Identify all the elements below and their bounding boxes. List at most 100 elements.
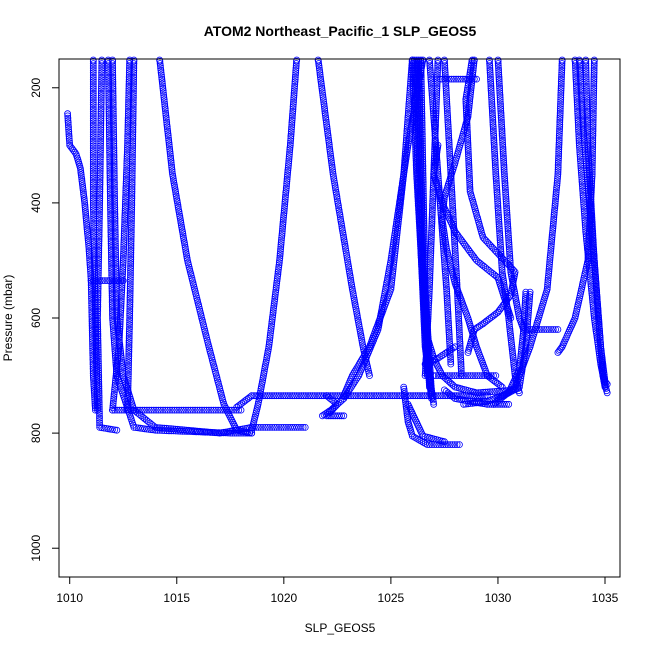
data-point xyxy=(64,117,72,124)
data-point xyxy=(130,85,137,93)
data-point xyxy=(105,62,112,70)
data-point xyxy=(112,258,120,266)
data-point xyxy=(97,128,105,136)
data-point xyxy=(106,156,114,163)
data-point xyxy=(110,149,118,157)
data-point xyxy=(94,271,102,279)
data-point xyxy=(110,124,117,131)
data-point xyxy=(129,144,137,152)
data-point xyxy=(106,188,114,195)
data-point xyxy=(117,295,125,303)
data-point xyxy=(125,334,133,342)
data-point xyxy=(125,357,133,365)
data-point xyxy=(126,303,134,311)
data-point xyxy=(125,361,133,369)
data-point xyxy=(108,253,115,261)
data-point xyxy=(421,392,428,400)
data-point xyxy=(150,406,158,414)
data-point xyxy=(291,78,299,86)
data-point xyxy=(107,242,115,250)
data-point xyxy=(89,160,97,168)
data-point xyxy=(255,423,262,431)
data-point xyxy=(193,427,201,435)
data-point xyxy=(106,146,113,154)
data-point xyxy=(275,259,283,267)
data-point xyxy=(212,406,220,414)
data-point xyxy=(64,112,72,120)
data-point xyxy=(112,262,120,270)
data-point xyxy=(280,211,288,219)
data-point xyxy=(269,309,277,317)
data-point xyxy=(96,165,104,173)
data-point xyxy=(220,428,228,436)
data-point xyxy=(290,89,298,97)
data-point xyxy=(96,210,103,218)
data-point xyxy=(97,94,105,102)
data-point xyxy=(289,105,297,113)
data-point xyxy=(128,192,136,200)
data-point xyxy=(354,392,362,400)
data-point xyxy=(112,255,120,263)
data-point xyxy=(141,406,149,414)
data-point xyxy=(265,338,273,346)
data-point xyxy=(130,67,138,74)
data-point xyxy=(86,263,94,271)
data-point xyxy=(343,254,351,262)
data-point xyxy=(80,192,88,200)
data-point xyxy=(95,231,103,238)
data-point xyxy=(279,225,286,233)
data-point xyxy=(110,176,118,184)
data-point xyxy=(274,268,282,276)
data-point xyxy=(89,69,97,77)
data-point xyxy=(95,260,102,268)
data-point xyxy=(108,269,116,277)
data-point xyxy=(78,175,86,183)
data-point xyxy=(165,139,173,146)
data-point xyxy=(127,269,134,277)
data-point xyxy=(399,181,406,189)
data-point xyxy=(82,210,90,218)
data-point xyxy=(89,76,97,83)
data-point xyxy=(120,241,128,249)
data-point xyxy=(86,254,93,262)
data-point xyxy=(105,108,113,115)
data-point xyxy=(263,352,271,360)
data-point xyxy=(129,142,137,150)
data-point xyxy=(83,227,91,235)
data-point xyxy=(125,67,133,74)
data-point xyxy=(134,406,142,414)
data-point xyxy=(126,321,133,329)
data-point xyxy=(289,110,297,117)
data-point xyxy=(127,406,135,414)
data-point xyxy=(266,392,274,400)
data-point xyxy=(91,269,98,277)
data-point xyxy=(89,172,97,179)
data-point xyxy=(128,165,136,173)
data-point xyxy=(361,351,369,358)
data-point xyxy=(273,277,281,285)
data-point xyxy=(351,377,359,385)
data-point xyxy=(120,232,128,240)
data-point xyxy=(127,237,135,245)
data-point xyxy=(429,394,437,402)
data-point xyxy=(317,75,325,83)
data-point xyxy=(295,423,303,431)
data-point xyxy=(95,382,103,390)
data-point xyxy=(321,112,329,119)
data-point xyxy=(125,363,132,371)
data-point xyxy=(290,96,298,104)
data-point xyxy=(121,209,129,217)
data-point xyxy=(316,71,324,79)
data-point xyxy=(114,354,122,362)
data-point xyxy=(273,392,280,400)
data-point xyxy=(336,211,344,219)
data-point xyxy=(130,71,138,79)
data-point xyxy=(95,226,103,234)
data-point xyxy=(198,428,206,435)
data-point xyxy=(287,137,295,145)
data-point xyxy=(89,124,97,131)
data-point xyxy=(89,126,97,134)
data-point xyxy=(110,393,118,400)
data-point xyxy=(319,89,326,97)
data-point xyxy=(323,123,331,131)
